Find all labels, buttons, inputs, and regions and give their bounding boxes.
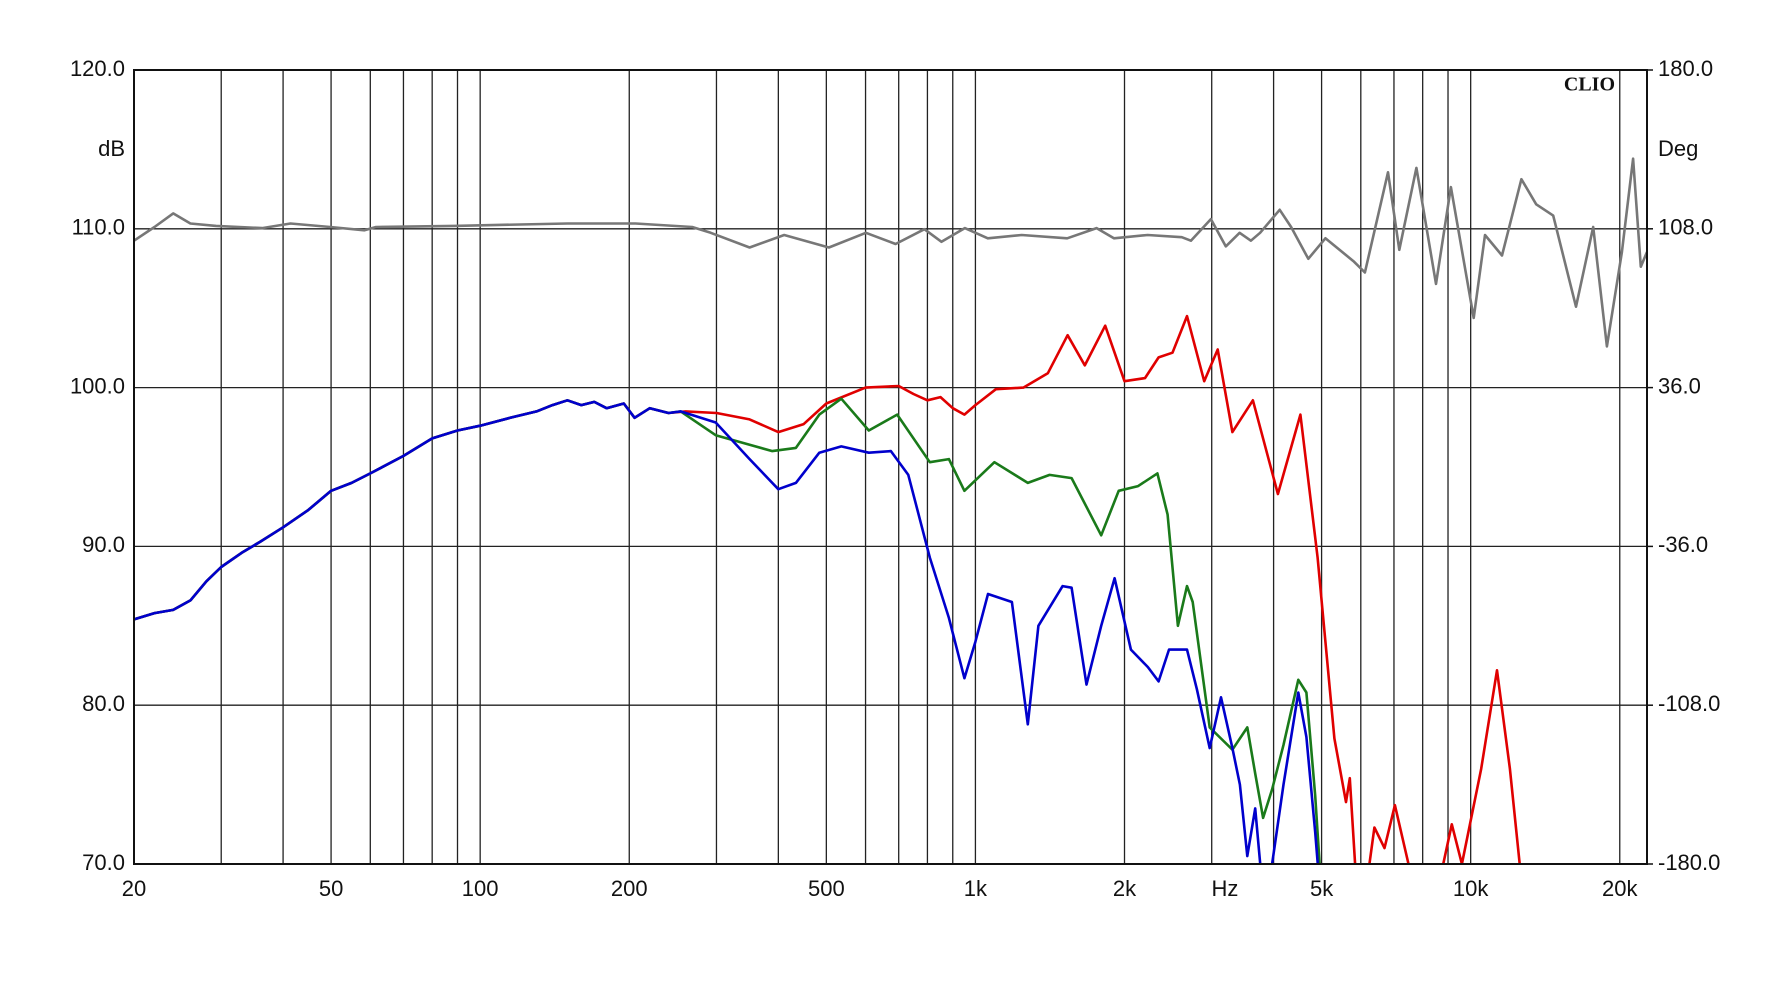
y-axis-label: dB xyxy=(98,136,125,161)
x-tick-label: 5k xyxy=(1310,876,1334,901)
y-tick-label: 120.0 xyxy=(70,56,125,81)
watermark: CLIO xyxy=(1564,74,1615,96)
y2-tick-label: 36.0 xyxy=(1658,373,1701,398)
y2-tick-label: -180.0 xyxy=(1658,850,1720,875)
y-tick-label: 100.0 xyxy=(70,373,125,398)
y2-tick-label: -36.0 xyxy=(1658,532,1708,557)
x-tick-label: 1k xyxy=(964,876,988,901)
y-tick-label: 70.0 xyxy=(82,850,125,875)
plot-frame xyxy=(133,69,1648,865)
y2-tick-label: 180.0 xyxy=(1658,56,1713,81)
x-tick-label: 2k xyxy=(1113,876,1137,901)
plot-area xyxy=(134,157,1647,864)
y2-tick-label: 108.0 xyxy=(1658,215,1713,240)
y-tick-label: 80.0 xyxy=(82,691,125,716)
y-tick-label: 110.0 xyxy=(72,215,125,240)
y2-axis-label: Deg xyxy=(1658,136,1698,161)
x-tick-label: 200 xyxy=(611,876,648,901)
x-tick-label: 50 xyxy=(319,876,343,901)
x-tick-label: 20 xyxy=(122,876,146,901)
x-tick-label: 20k xyxy=(1602,876,1638,901)
x-tick-label: 500 xyxy=(808,876,845,901)
x-tick-label: 100 xyxy=(462,876,499,901)
series-line xyxy=(134,399,1320,864)
series-line xyxy=(134,157,1647,348)
x-tick-label: 10k xyxy=(1453,876,1489,901)
y-tick-label: 90.0 xyxy=(82,532,125,557)
x-axis-label: Hz xyxy=(1212,876,1239,901)
y2-tick-label: -108.0 xyxy=(1658,691,1720,716)
